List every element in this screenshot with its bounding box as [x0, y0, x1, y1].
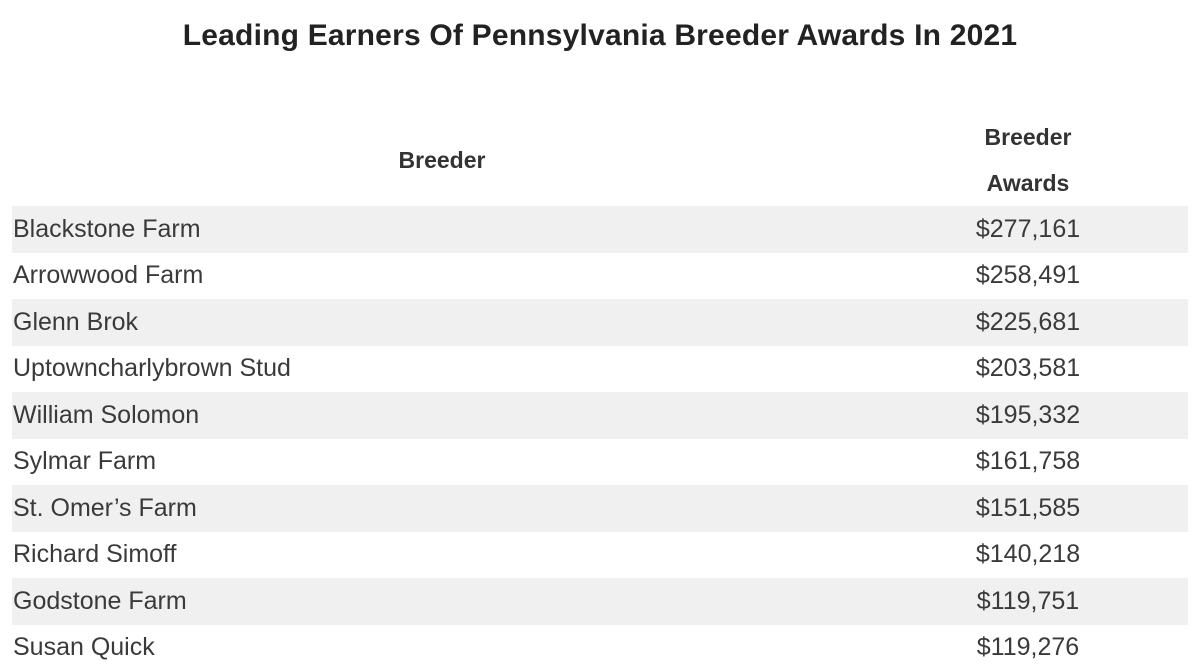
table-header-row: Breeder Breeder Awards	[12, 114, 1188, 206]
breeder-awards-cell: $195,332	[975, 400, 1081, 429]
breeder-name-cell: Richard Simoff	[13, 540, 177, 569]
breeder-name-cell: Blackstone Farm	[13, 214, 201, 243]
breeder-awards-cell: $151,585	[975, 493, 1081, 522]
breeder-name-cell: Sylmar Farm	[13, 447, 157, 476]
column-header-awards-line1: Breeder	[984, 124, 1072, 150]
breeder-name-cell: Uptowncharlybrown Stud	[13, 354, 291, 383]
breeder-awards-cell: $161,758	[975, 447, 1081, 476]
table-row: Glenn Brok $225,681	[12, 299, 1188, 346]
table-body: Blackstone Farm $277,161 Arrowwood Farm $25…	[12, 206, 1188, 671]
breeder-awards-table: Breeder Breeder Awards Blackstone Farm $2…	[12, 114, 1188, 671]
breeder-awards-cell: $119,276	[976, 633, 1080, 662]
table-row: Godstone Farm $119,751	[12, 578, 1188, 625]
table-row: Richard Simoff $140,218	[12, 532, 1188, 579]
column-header-breeder: Breeder	[398, 146, 486, 173]
breeder-awards-cell: $277,161	[975, 214, 1081, 243]
table-row: William Solomon $195,332	[12, 392, 1188, 439]
breeder-name-cell: Glenn Brok	[13, 307, 139, 336]
table-row: Blackstone Farm $277,161	[12, 206, 1188, 253]
column-header-awards-line2: Awards	[986, 170, 1070, 196]
breeder-name-cell: Arrowwood Farm	[13, 261, 204, 290]
table-row: Susan Quick $119,276	[12, 625, 1188, 672]
chart-title: Leading Earners Of Pennsylvania Breeder …	[182, 19, 1018, 52]
table-row: Arrowwood Farm $258,491	[12, 253, 1188, 300]
table-row: Sylmar Farm $161,758	[12, 439, 1188, 486]
breeder-awards-cell: $140,218	[975, 540, 1081, 569]
table-row: St. Omer’s Farm $151,585	[12, 485, 1188, 532]
breeder-name-cell: Susan Quick	[13, 633, 155, 662]
breeder-awards-cell: $225,681	[975, 307, 1081, 336]
breeder-awards-cell: $119,751	[976, 586, 1080, 615]
table-row: Uptowncharlybrown Stud $203,581	[12, 346, 1188, 393]
breeder-name-cell: St. Omer’s Farm	[13, 493, 197, 522]
breeder-name-cell: William Solomon	[13, 400, 200, 429]
breeder-name-cell: Godstone Farm	[13, 586, 187, 615]
breeder-awards-cell: $203,581	[975, 354, 1081, 383]
breeder-awards-cell: $258,491	[975, 261, 1081, 290]
column-header-breeder-awards: Breeder Awards	[872, 114, 1184, 206]
